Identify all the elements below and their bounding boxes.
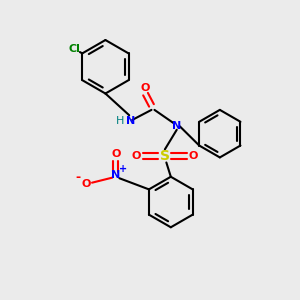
Text: S: S	[160, 149, 170, 163]
Text: O: O	[111, 149, 121, 160]
Text: O: O	[188, 151, 198, 161]
Text: N: N	[126, 116, 135, 126]
Text: O: O	[81, 179, 91, 189]
Text: N: N	[172, 121, 182, 131]
Text: -: -	[75, 171, 80, 184]
Text: N: N	[111, 170, 120, 180]
Text: O: O	[132, 151, 141, 161]
Text: O: O	[141, 82, 150, 93]
Text: +: +	[119, 164, 127, 174]
Text: Cl: Cl	[68, 44, 80, 54]
Text: H: H	[116, 116, 124, 126]
